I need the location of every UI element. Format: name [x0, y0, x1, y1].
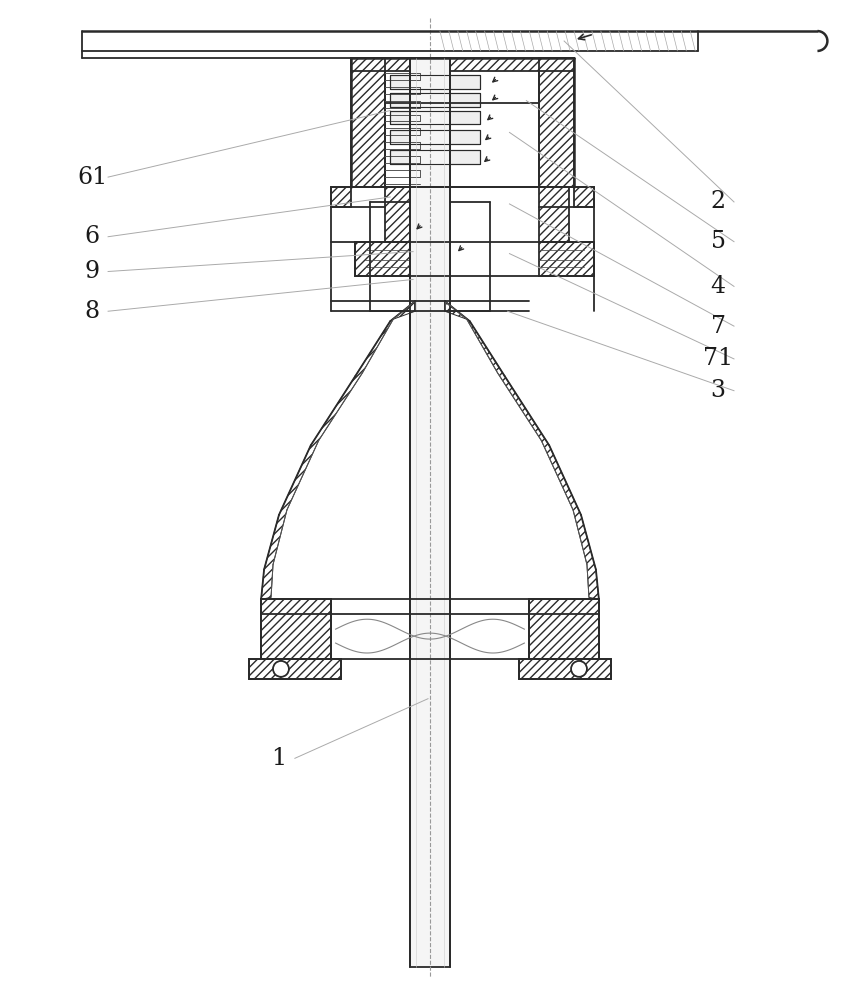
Circle shape	[571, 661, 587, 677]
Polygon shape	[520, 659, 611, 679]
Text: 61: 61	[77, 166, 107, 189]
Text: 5: 5	[710, 230, 726, 253]
Polygon shape	[390, 130, 479, 144]
Polygon shape	[410, 58, 450, 967]
Polygon shape	[390, 150, 479, 164]
Circle shape	[273, 661, 289, 677]
Polygon shape	[390, 93, 479, 107]
Polygon shape	[355, 242, 410, 276]
Polygon shape	[539, 58, 574, 187]
Text: 71: 71	[703, 347, 734, 370]
Text: 7: 7	[710, 315, 726, 338]
Text: 9: 9	[85, 260, 100, 283]
Polygon shape	[445, 301, 599, 599]
Polygon shape	[390, 111, 479, 124]
Polygon shape	[390, 75, 479, 89]
Polygon shape	[574, 187, 594, 207]
Text: 4: 4	[710, 275, 726, 298]
Polygon shape	[249, 659, 341, 679]
Polygon shape	[261, 301, 415, 599]
Polygon shape	[350, 58, 385, 187]
Polygon shape	[261, 599, 330, 659]
Text: 1: 1	[271, 747, 287, 770]
Polygon shape	[539, 187, 569, 242]
Text: 3: 3	[710, 379, 726, 402]
Text: 2: 2	[710, 190, 726, 213]
Polygon shape	[539, 242, 594, 276]
Polygon shape	[330, 187, 350, 207]
Polygon shape	[350, 58, 574, 71]
Text: 6: 6	[85, 225, 100, 248]
Polygon shape	[529, 599, 599, 659]
Text: 8: 8	[85, 300, 100, 323]
Polygon shape	[385, 187, 415, 242]
